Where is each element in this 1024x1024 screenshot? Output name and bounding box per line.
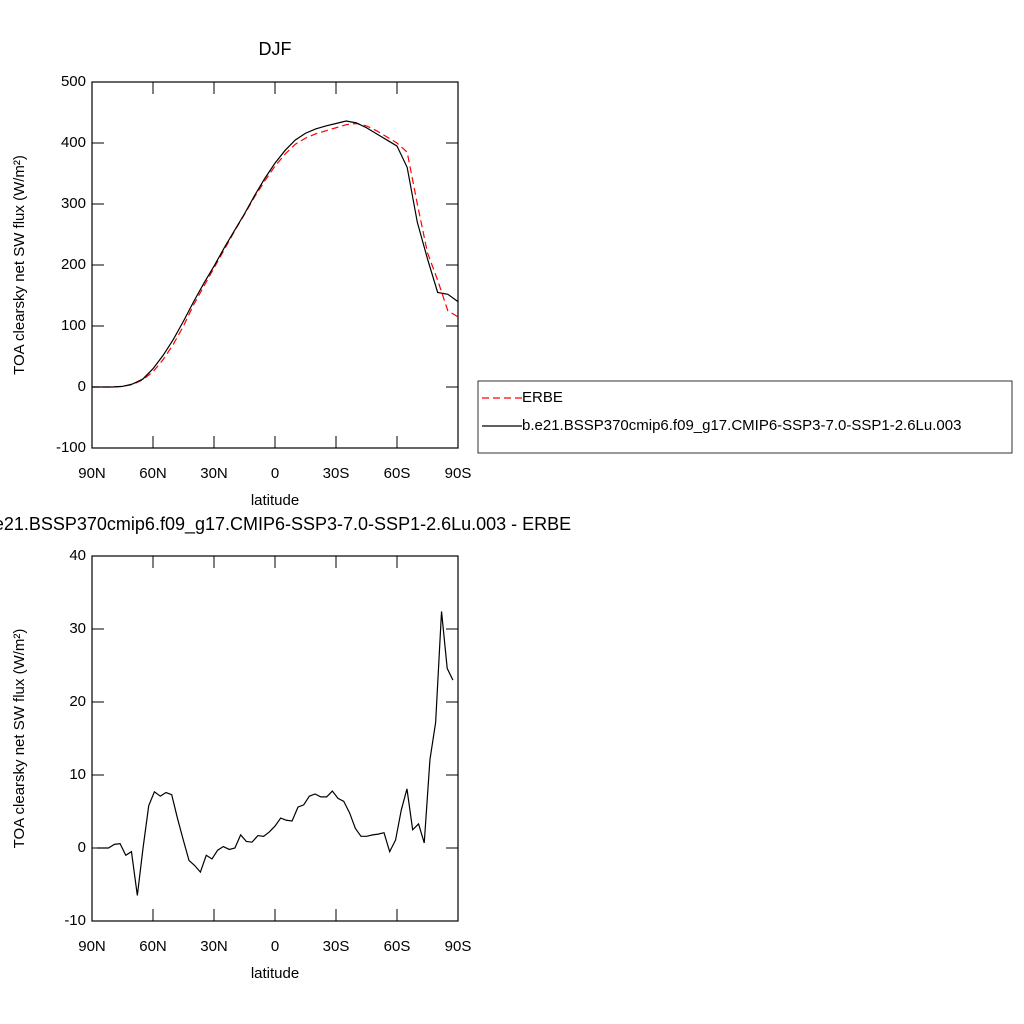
legend-box (477, 380, 1013, 454)
x-tick-label: 30S (323, 465, 350, 482)
x-axis-label: latitude (251, 492, 299, 509)
x-tick-label: 90N (78, 465, 106, 482)
plot-frame (91, 555, 459, 922)
x-tick-label: 60S (384, 465, 411, 482)
x-tick-label: 0 (271, 465, 279, 482)
plot-frame (91, 81, 459, 449)
x-tick-label: 30N (200, 938, 228, 955)
y-tick-label: 300 (61, 195, 86, 212)
data-line (92, 122, 459, 388)
y-tick-label: 0 (78, 378, 86, 395)
legend-label: b.e21.BSSP370cmip6.f09_g17.CMIP6-SSP3-7.… (522, 417, 961, 434)
y-tick-label: -10 (64, 912, 86, 929)
y-tick-label: 10 (69, 766, 86, 783)
y-axis-label: TOA clearsky net SW flux (W/m²) (11, 155, 28, 375)
legend-label: ERBE (522, 389, 563, 406)
x-tick-label: 90S (445, 465, 472, 482)
x-tick-label: 0 (271, 938, 279, 955)
y-tick-label: 100 (61, 317, 86, 334)
y-axis-label: TOA clearsky net SW flux (W/m²) (11, 629, 28, 849)
x-tick-label: 60N (139, 465, 167, 482)
x-tick-label: 90S (445, 938, 472, 955)
x-tick-label: 60S (384, 938, 411, 955)
x-tick-label: 30N (200, 465, 228, 482)
x-tick-label: 30S (323, 938, 350, 955)
y-tick-label: -100 (56, 439, 86, 456)
y-tick-label: 30 (69, 620, 86, 637)
chart-title: DJF (259, 39, 292, 59)
chart-title: b.e21.BSSP370cmip6.f09_g17.CMIP6-SSP3-7.… (0, 514, 571, 535)
y-tick-label: 200 (61, 256, 86, 273)
x-axis-label: latitude (251, 965, 299, 982)
y-tick-label: 0 (78, 839, 86, 856)
x-tick-label: 90N (78, 938, 106, 955)
data-line (92, 120, 459, 388)
y-tick-label: 40 (69, 547, 86, 564)
y-tick-label: 500 (61, 73, 86, 90)
x-tick-label: 60N (139, 938, 167, 955)
y-tick-label: 400 (61, 134, 86, 151)
y-tick-label: 20 (69, 693, 86, 710)
data-line (97, 611, 454, 896)
